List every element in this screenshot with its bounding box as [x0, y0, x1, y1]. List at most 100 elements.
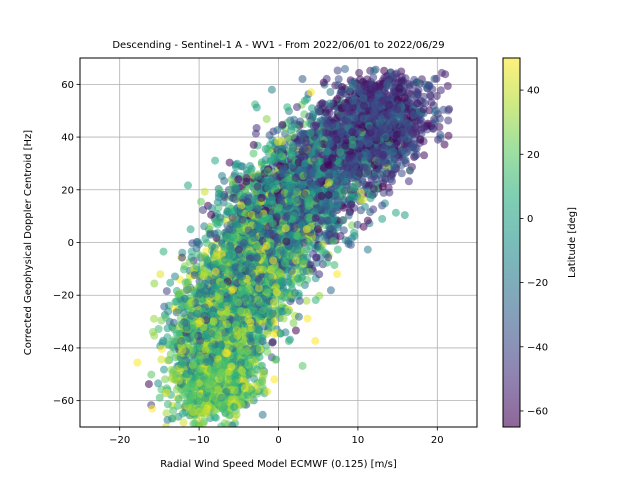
- data-point: [432, 92, 441, 100]
- data-point: [440, 140, 449, 149]
- data-point: [293, 103, 301, 112]
- data-point: [171, 297, 180, 306]
- data-point: [358, 178, 367, 187]
- data-point: [279, 314, 288, 323]
- data-point: [363, 216, 372, 225]
- data-point: [333, 270, 342, 279]
- data-point: [284, 278, 293, 287]
- data-point: [400, 211, 409, 220]
- data-point: [419, 105, 428, 114]
- data-point: [437, 68, 446, 77]
- data-point: [356, 75, 365, 84]
- data-point: [264, 319, 273, 328]
- data-point: [270, 375, 279, 384]
- data-point: [312, 258, 321, 267]
- data-point: [172, 308, 181, 317]
- data-point: [381, 167, 390, 176]
- data-point: [397, 169, 406, 178]
- chart-title: Descending - Sentinel-1 A - WV1 - From 2…: [112, 40, 444, 51]
- data-point: [276, 329, 285, 338]
- data-point: [379, 188, 388, 197]
- data-point: [426, 92, 435, 101]
- data-point: [258, 410, 267, 419]
- data-point: [300, 96, 309, 105]
- data-point: [339, 226, 348, 235]
- data-point: [302, 296, 311, 305]
- data-point: [277, 295, 286, 304]
- data-point: [159, 247, 168, 256]
- data-point: [303, 314, 312, 323]
- data-point: [363, 245, 372, 254]
- data-point: [311, 336, 320, 345]
- data-point: [404, 177, 413, 186]
- data-point: [330, 261, 339, 269]
- data-point: [162, 409, 171, 418]
- data-point: [262, 115, 271, 123]
- data-point: [339, 203, 348, 212]
- data-point: [378, 214, 387, 223]
- data-point: [258, 376, 267, 385]
- scatter-points: [133, 65, 454, 427]
- data-point: [252, 103, 261, 112]
- data-point: [163, 356, 172, 365]
- data-point: [334, 75, 343, 84]
- data-point: [435, 123, 444, 131]
- data-point: [315, 270, 324, 279]
- data-point: [166, 278, 175, 287]
- data-point: [155, 393, 164, 402]
- data-point: [197, 197, 205, 206]
- data-point: [163, 416, 172, 424]
- data-point: [391, 208, 400, 217]
- data-point: [436, 86, 445, 95]
- data-point: [369, 172, 378, 181]
- data-point: [424, 81, 432, 90]
- data-point: [250, 374, 259, 383]
- data-point: [179, 418, 188, 427]
- data-point: [166, 350, 175, 359]
- data-point: [298, 361, 307, 370]
- data-point: [366, 208, 375, 217]
- data-point: [211, 156, 220, 165]
- data-point: [349, 183, 358, 192]
- data-point: [387, 171, 396, 180]
- data-point: [178, 409, 187, 418]
- data-point: [178, 253, 187, 262]
- data-point: [162, 287, 171, 296]
- data-point: [249, 149, 258, 158]
- data-point: [156, 270, 165, 279]
- data-point: [284, 337, 293, 345]
- data-point: [214, 203, 223, 212]
- data-point: [147, 370, 156, 379]
- data-point: [430, 108, 439, 117]
- data-point: [355, 68, 364, 77]
- data-point: [263, 348, 272, 357]
- data-point: [200, 187, 209, 196]
- data-point: [326, 88, 335, 96]
- data-point: [341, 65, 349, 73]
- data-point: [150, 314, 158, 323]
- data-point: [225, 158, 234, 167]
- data-point: [289, 319, 298, 327]
- data-point: [196, 280, 205, 289]
- data-point: [311, 296, 320, 305]
- data-point: [444, 106, 453, 115]
- data-point: [294, 312, 303, 321]
- data-point: [430, 74, 439, 83]
- data-point: [361, 202, 369, 211]
- data-point: [319, 78, 328, 87]
- data-point: [326, 286, 335, 295]
- data-point: [161, 375, 170, 384]
- data-point: [170, 337, 179, 346]
- data-point: [154, 379, 163, 388]
- data-point: [381, 175, 390, 184]
- data-point: [160, 365, 168, 374]
- data-point: [307, 88, 315, 97]
- data-point: [179, 265, 188, 274]
- data-point: [248, 368, 256, 377]
- data-point: [308, 104, 316, 113]
- data-point: [186, 225, 195, 234]
- data-point: [242, 177, 251, 186]
- data-point: [346, 200, 355, 209]
- data-point: [157, 355, 166, 364]
- data-point: [208, 204, 217, 213]
